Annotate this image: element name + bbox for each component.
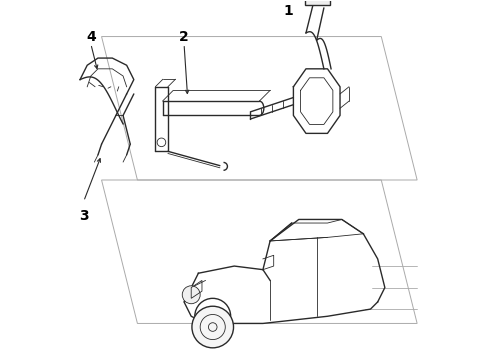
Circle shape [182,286,200,304]
Text: 2: 2 [179,30,189,44]
Text: 4: 4 [86,30,96,44]
Circle shape [192,306,234,348]
FancyBboxPatch shape [305,0,330,5]
Text: 1: 1 [283,4,293,18]
Text: 3: 3 [79,209,88,223]
